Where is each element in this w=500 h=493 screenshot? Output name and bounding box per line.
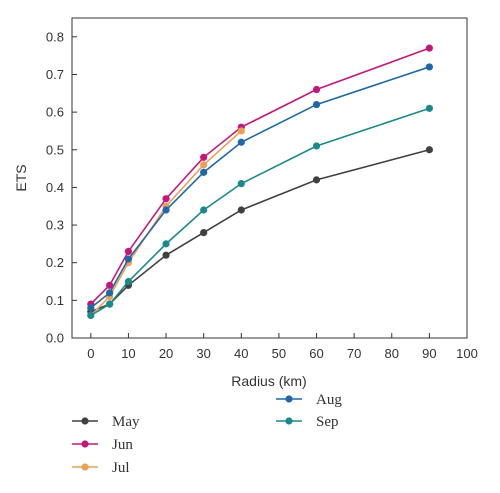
data-point-may <box>312 176 321 184</box>
data-point-may <box>425 146 433 154</box>
y-tick-label: 0.1 <box>46 293 64 308</box>
legend-swatch-marker <box>81 417 89 425</box>
legend-swatch-marker <box>285 417 293 425</box>
data-point-aug <box>237 138 245 146</box>
legend-swatch-marker <box>81 440 89 448</box>
data-point-jul <box>200 161 208 169</box>
x-axis-title: Radius (km) <box>231 373 306 389</box>
y-tick-label: 0.2 <box>46 255 64 270</box>
data-point-sep <box>106 300 114 308</box>
data-point-sep <box>124 277 133 286</box>
x-tick-label: 40 <box>234 346 248 361</box>
data-point-may <box>237 206 245 214</box>
data-point-aug <box>425 63 433 71</box>
x-tick-label: 30 <box>196 346 210 361</box>
data-point-aug <box>124 255 133 263</box>
x-axis-ticks: 0 10 20 30 40 50 60 70 80 90 100 <box>87 333 478 361</box>
y-tick-label: 0.4 <box>46 180 64 195</box>
x-tick-label: 80 <box>385 346 399 361</box>
series-aug <box>87 63 433 312</box>
data-point-sep <box>425 104 433 112</box>
series-may <box>87 146 433 316</box>
data-point-aug <box>162 206 170 214</box>
data-point-aug <box>87 304 95 312</box>
x-tick-label: 20 <box>159 346 173 361</box>
y-tick-label: 0.3 <box>46 218 64 233</box>
data-point-sep <box>200 206 208 214</box>
series-jun <box>87 44 433 308</box>
data-point-jun <box>312 85 321 94</box>
legend-label-jun: Jun <box>112 437 133 453</box>
x-tick-label: 90 <box>422 346 436 361</box>
x-tick-label: 0 <box>87 346 94 361</box>
data-point-aug <box>312 100 321 109</box>
data-point-may <box>200 228 208 237</box>
series-line-sep <box>90 107 430 317</box>
y-axis-title: ETS <box>13 164 29 191</box>
data-point-aug <box>200 168 208 176</box>
x-tick-label: 100 <box>456 346 478 361</box>
legend-item-sep: Sep <box>276 414 339 430</box>
x-tick-label: 10 <box>121 346 135 361</box>
x-tick-label: 70 <box>347 346 361 361</box>
legend-swatch-marker <box>285 395 293 403</box>
data-point-jun <box>124 247 133 256</box>
legend: May Jun Jul Aug Sep <box>72 392 342 476</box>
series-sep <box>87 104 433 320</box>
y-axis-ticks: 0.0 0.1 0.2 0.3 0.4 0.5 0.6 0.7 0.8 <box>46 29 77 346</box>
x-tick-label: 50 <box>272 346 286 361</box>
legend-item-jul: Jul <box>72 460 130 476</box>
data-point-sep <box>312 142 321 150</box>
legend-label-jul: Jul <box>112 460 130 476</box>
y-tick-label: 0.0 <box>46 331 64 346</box>
legend-swatch-marker <box>81 463 89 471</box>
x-tick-label: 60 <box>309 346 323 361</box>
legend-label-sep: Sep <box>316 414 339 430</box>
y-tick-label: 0.5 <box>46 142 64 157</box>
legend-item-may: May <box>72 414 140 430</box>
plot-frame <box>71 17 468 339</box>
legend-label-aug: Aug <box>316 392 342 408</box>
y-tick-label: 0.7 <box>46 67 64 82</box>
data-point-aug <box>106 289 114 297</box>
data-point-may <box>162 251 170 259</box>
data-point-sep <box>237 180 245 188</box>
data-point-sep <box>87 311 95 320</box>
y-tick-label: 0.6 <box>46 105 64 120</box>
data-point-sep <box>162 240 170 248</box>
data-point-jul <box>237 127 245 135</box>
y-tick-label: 0.8 <box>46 29 64 44</box>
data-point-jun <box>106 281 114 289</box>
legend-item-aug: Aug <box>276 392 342 408</box>
data-point-jun <box>200 153 208 161</box>
legend-item-jun: Jun <box>72 437 133 453</box>
series-line-aug <box>90 66 430 309</box>
series-line-jun <box>90 47 430 305</box>
data-point-jun <box>425 44 433 52</box>
series-layer <box>87 44 433 320</box>
legend-label-may: May <box>112 414 140 430</box>
data-point-jun <box>162 195 170 203</box>
